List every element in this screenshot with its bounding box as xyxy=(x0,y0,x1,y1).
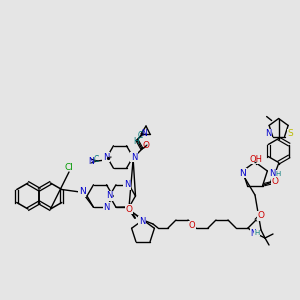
Text: C: C xyxy=(137,130,142,140)
Text: H: H xyxy=(275,170,280,176)
Text: N: N xyxy=(269,169,276,178)
Text: O: O xyxy=(257,212,265,220)
Text: H: H xyxy=(133,137,139,146)
Text: *: * xyxy=(108,155,112,160)
Text: N: N xyxy=(250,229,256,238)
Text: N: N xyxy=(141,128,147,137)
Text: N: N xyxy=(131,152,137,161)
Text: O: O xyxy=(189,221,195,230)
Text: O: O xyxy=(271,177,278,186)
Text: C: C xyxy=(93,155,99,164)
Text: N: N xyxy=(266,129,272,138)
Text: O: O xyxy=(142,142,149,151)
Text: N: N xyxy=(103,203,110,212)
Text: N: N xyxy=(139,217,145,226)
Text: Cl: Cl xyxy=(64,164,74,172)
Text: N: N xyxy=(88,158,94,166)
Text: N: N xyxy=(124,180,130,189)
Text: N: N xyxy=(106,191,113,200)
Text: S: S xyxy=(288,129,293,138)
Text: N: N xyxy=(240,169,246,178)
Text: O: O xyxy=(125,205,133,214)
Text: OH: OH xyxy=(250,154,262,164)
Text: N: N xyxy=(79,188,86,196)
Text: H: H xyxy=(254,230,260,236)
Text: N: N xyxy=(103,152,109,161)
